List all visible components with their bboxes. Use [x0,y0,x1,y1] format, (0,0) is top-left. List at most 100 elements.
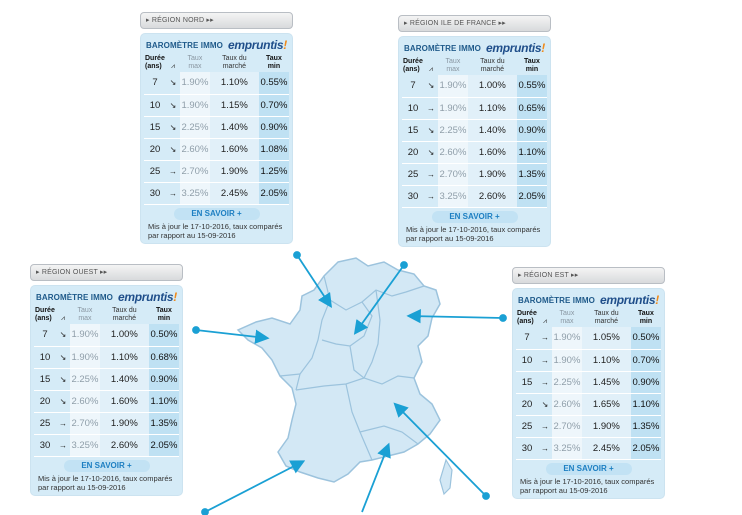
taux-min-cell: 1.25% [258,160,289,183]
taux-max-cell: 3.25% [180,182,210,205]
taux-min-cell: 0.70% [258,94,289,117]
connector-arrows [192,251,507,515]
trend-arrow-icon: ↘ [538,393,552,416]
taux-min-cell: 0.90% [630,371,661,394]
region-tab-ouest[interactable]: ▸ RÉGION OUEST ▸▸ [30,264,183,281]
taux-marche-cell: 1.65% [581,393,631,416]
header-taux-marche: Taux du marché [594,310,619,325]
duree-cell: 7 [516,327,538,350]
taux-max-cell: 2.60% [70,390,100,413]
taux-min-cell: 2.05% [516,185,547,208]
taux-min-cell: 0.55% [258,72,289,95]
duree-cell: 25 [402,163,424,186]
trend-arrow-icon: ↘ [56,346,70,369]
trend-arrow-icon: → [538,327,552,350]
table-row: 10 → 1.90% 1.10% 0.70% [516,349,661,372]
trend-arrow-icon: → [56,434,70,457]
empruntis-logo[interactable]: empruntis! [485,41,545,55]
taux-marche-cell: 1.00% [99,324,149,347]
header-taux-min: Taux min [524,58,540,73]
taux-min-cell: 0.90% [148,368,179,391]
taux-marche-cell: 1.05% [581,327,631,350]
region-tab-nord[interactable]: ▸ RÉGION NORD ▸▸ [140,12,293,29]
widget-region-idf: ▸ RÉGION ILE DE FRANCE ▸▸ BAROMÈTRE IMMO… [398,15,551,247]
taux-min-cell: 0.50% [630,327,661,350]
header-duree: Durée (ans) [517,310,537,325]
trend-arrow-icon: ↘ [166,94,180,117]
update-note: Mis à jour le 17-10-2016, taux comparés … [38,473,173,492]
taux-max-cell: 2.60% [438,141,468,164]
taux-marche-cell: 1.40% [99,368,149,391]
header-taux-max: Taux max [187,55,203,70]
taux-max-cell: 2.70% [552,415,582,438]
duree-cell: 7 [144,72,166,95]
table-row: 15 ↘ 2.25% 1.40% 0.90% [144,116,289,139]
empruntis-logo[interactable]: empruntis! [117,290,177,304]
barometre-label: BAROMÈTRE IMMO [36,292,113,302]
taux-marche-cell: 1.45% [581,371,631,394]
trend-arrow-icon: ↘ [56,324,70,347]
trend-arrow-icon: → [166,160,180,183]
region-tab-est[interactable]: ▸ RÉGION EST ▸▸ [512,267,665,284]
taux-min-cell: 0.65% [516,97,547,120]
taux-marche-cell: 1.10% [209,72,259,95]
duree-cell: 10 [34,346,56,369]
taux-marche-cell: 1.90% [209,160,259,183]
taux-min-cell: 0.50% [148,324,179,347]
widget-region-ouest: ▸ RÉGION OUEST ▸▸ BAROMÈTRE IMMO emprunt… [30,264,183,496]
trend-header-icon: ⩘ [543,318,547,325]
table-row: 7 ↘ 1.90% 1.00% 0.55% [402,75,547,98]
duree-cell: 30 [402,185,424,208]
empruntis-logo[interactable]: empruntis! [227,38,287,52]
taux-marche-cell: 1.40% [467,119,517,142]
duree-cell: 15 [402,119,424,142]
duree-cell: 15 [516,371,538,394]
table-row: 10 → 1.90% 1.10% 0.65% [402,97,547,120]
empruntis-logo[interactable]: empruntis! [599,293,659,307]
en-savoir-button[interactable]: EN SAVOIR + [545,462,632,475]
trend-arrow-icon: → [424,163,438,186]
table-row: 7 → 1.90% 1.05% 0.50% [516,327,661,350]
trend-arrow-icon: ↘ [424,141,438,164]
table-row: 25 → 2.70% 1.90% 1.35% [516,415,661,438]
taux-marche-cell: 1.60% [467,141,517,164]
taux-min-cell: 1.10% [148,390,179,413]
en-savoir-button[interactable]: EN SAVOIR + [431,210,518,223]
taux-max-cell: 2.25% [70,368,100,391]
barometre-label: BAROMÈTRE IMMO [404,43,481,53]
header-duree: Durée (ans) [35,307,55,322]
table-row: 20 ↘ 2.60% 1.65% 1.10% [516,393,661,416]
rates-table: Durée (ans) ⩘ Taux max Taux du marché Ta… [516,309,661,460]
en-savoir-button[interactable]: EN SAVOIR + [63,459,150,472]
duree-cell: 10 [516,349,538,372]
table-row: 10 ↘ 1.90% 1.15% 0.70% [144,94,289,117]
header-duree: Durée (ans) [403,58,423,73]
taux-max-cell: 3.25% [552,437,582,460]
taux-max-cell: 1.90% [438,97,468,120]
barometre-panel: BAROMÈTRE IMMO empruntis! Durée (ans) ⩘ … [512,288,665,499]
region-tab-idf[interactable]: ▸ RÉGION ILE DE FRANCE ▸▸ [398,15,551,32]
trend-arrow-icon: → [424,185,438,208]
barometre-panel: BAROMÈTRE IMMO empruntis! Durée (ans) ⩘ … [30,285,183,496]
taux-min-cell: 1.35% [516,163,547,186]
taux-marche-cell: 2.60% [467,185,517,208]
barometre-panel: BAROMÈTRE IMMO empruntis! Durée (ans) ⩘ … [398,36,551,247]
taux-max-cell: 2.60% [552,393,582,416]
header-taux-max: Taux max [559,310,575,325]
update-note: Mis à jour le 17-10-2016, taux comparés … [148,221,283,240]
widget-region-est: ▸ RÉGION EST ▸▸ BAROMÈTRE IMMO empruntis… [512,267,665,499]
taux-min-cell: 2.05% [258,182,289,205]
taux-max-cell: 2.70% [70,412,100,435]
taux-max-cell: 1.90% [180,94,210,117]
taux-max-cell: 1.90% [552,327,582,350]
taux-max-cell: 1.90% [70,324,100,347]
en-savoir-button[interactable]: EN SAVOIR + [173,207,260,220]
table-row: 20 ↘ 2.60% 1.60% 1.10% [34,390,179,413]
duree-cell: 30 [516,437,538,460]
taux-marche-cell: 1.00% [467,75,517,98]
table-row: 25 → 2.70% 1.90% 1.35% [402,163,547,186]
header-taux-min: Taux min [156,307,172,322]
duree-cell: 15 [144,116,166,139]
trend-arrow-icon: ↘ [166,138,180,161]
taux-marche-cell: 1.60% [99,390,149,413]
